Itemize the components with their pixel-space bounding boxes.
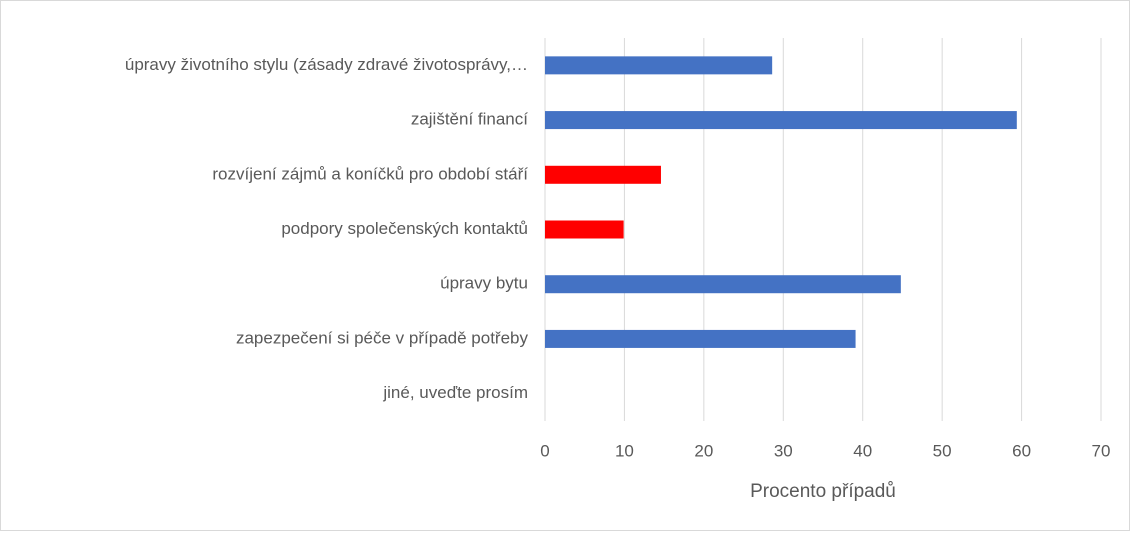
x-tick-label: 20 [694, 441, 713, 460]
x-tick-label: 10 [615, 441, 634, 460]
x-tick-label: 60 [1012, 441, 1031, 460]
x-tick-label: 50 [933, 441, 952, 460]
bar [545, 56, 773, 75]
x-tick-label: 30 [774, 441, 793, 460]
x-tick-label: 70 [1092, 441, 1111, 460]
y-tick-label: rozvíjení zájmů a koníčků pro období stá… [212, 164, 528, 183]
y-tick-label: podpory společenských kontaktů [281, 219, 528, 238]
bar [545, 275, 901, 294]
y-tick-label: zapezpečení si péče v případě potřeby [236, 328, 529, 347]
bar [545, 111, 1017, 130]
x-tick-label: 0 [540, 441, 549, 460]
y-tick-label: zajištění financí [411, 110, 528, 129]
bar [545, 329, 856, 348]
bar [545, 220, 624, 239]
x-tick-label: 40 [853, 441, 872, 460]
bar [545, 165, 661, 184]
y-tick-label: úpravy životního stylu (zásady zdravé ži… [125, 55, 528, 74]
y-tick-label: jiné, uveďte prosím [382, 383, 528, 402]
x-axis-title: Procento případů [750, 481, 896, 502]
y-tick-label: úpravy bytu [440, 274, 528, 293]
